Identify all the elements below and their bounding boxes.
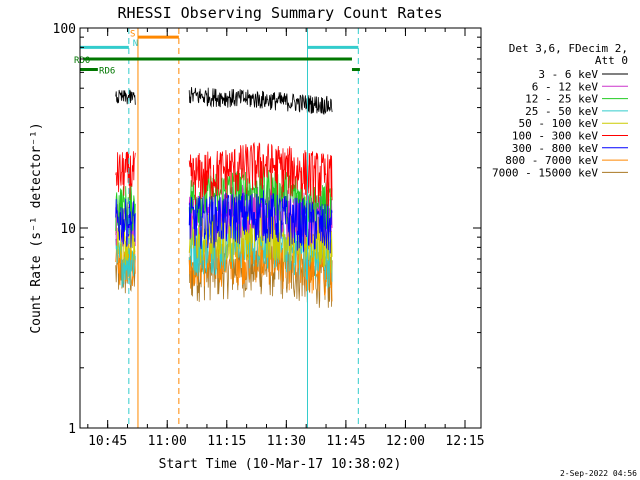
x-tick-label: 11:45 bbox=[326, 434, 365, 449]
legend-entry: 6 - 12 keV bbox=[532, 80, 599, 93]
flag-label: N bbox=[133, 39, 138, 49]
legend-entry: 12 - 25 keV bbox=[525, 93, 598, 106]
y-tick-label: 1 bbox=[68, 422, 76, 437]
flag-label: S bbox=[130, 29, 135, 39]
x-tick-label: 12:00 bbox=[386, 434, 425, 449]
legend-header: Att 0 bbox=[595, 54, 628, 67]
x-tick-label: 12:15 bbox=[445, 434, 484, 449]
legend-entry: 50 - 100 keV bbox=[519, 117, 599, 130]
footer-timestamp: 2-Sep-2022 04:56 bbox=[560, 469, 637, 478]
y-axis-label: Count Rate (s⁻¹ detector⁻¹) bbox=[29, 122, 44, 333]
legend-entry: 300 - 800 keV bbox=[512, 142, 598, 155]
x-tick-label: 11:00 bbox=[148, 434, 187, 449]
x-axis-label: Start Time (10-Mar-17 10:38:02) bbox=[159, 457, 402, 472]
y-tick-label: 10 bbox=[60, 222, 76, 237]
legend-entry: 800 - 7000 keV bbox=[505, 154, 598, 167]
chart-title: RHESSI Observing Summary Count Rates bbox=[117, 4, 442, 22]
legend-entry: 100 - 300 keV bbox=[512, 130, 598, 143]
series-line bbox=[116, 87, 332, 115]
flag-label: RD6 bbox=[99, 67, 115, 77]
legend-entry: 3 - 6 keV bbox=[538, 68, 598, 81]
y-tick-label: 100 bbox=[53, 22, 76, 37]
legend-entry: 7000 - 15000 keV bbox=[492, 166, 598, 179]
flag-label: RD0 bbox=[74, 56, 90, 66]
x-tick-label: 11:15 bbox=[207, 434, 246, 449]
x-tick-label: 10:45 bbox=[88, 434, 127, 449]
x-tick-label: 11:30 bbox=[267, 434, 306, 449]
legend-entry: 25 - 50 keV bbox=[525, 105, 598, 118]
